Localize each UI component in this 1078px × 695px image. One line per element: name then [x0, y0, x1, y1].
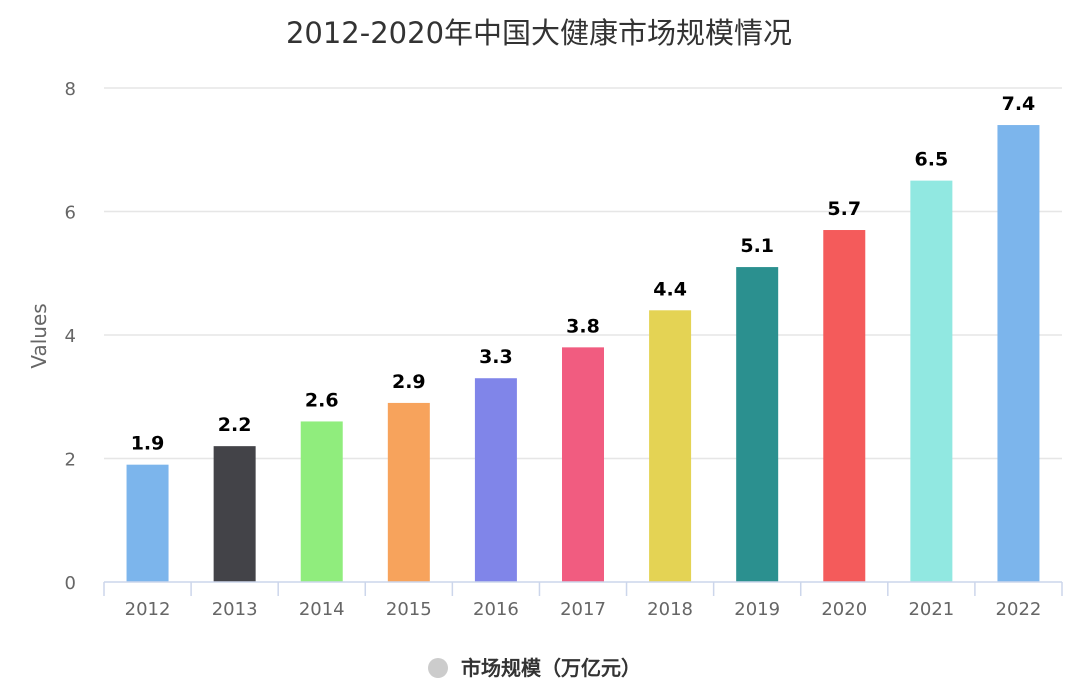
data-label: 3.3: [479, 346, 513, 368]
x-tick-label: 2021: [908, 599, 954, 620]
x-tick-label: 2013: [212, 599, 258, 620]
x-tick-label: 2020: [821, 599, 867, 620]
bar-2020[interactable]: [823, 230, 866, 582]
x-tick-label: 2018: [647, 599, 693, 620]
y-tick-label: 0: [65, 573, 76, 594]
y-axis-label: Values: [27, 303, 51, 368]
x-axis: 2012 2013 2014 2015 2016 2017 2018 2019 2020 2021…: [103, 581, 1063, 620]
bar-2015[interactable]: [387, 402, 430, 582]
x-tick-label: 2012: [125, 599, 171, 620]
x-tick-label: 2017: [560, 599, 606, 620]
y-tick-label: 8: [65, 79, 76, 100]
legend-label[interactable]: 市场规模（万亿元）: [461, 656, 641, 680]
x-tick-label: 2022: [996, 599, 1042, 620]
bar-2016[interactable]: [474, 378, 517, 582]
data-label: 5.1: [740, 235, 774, 257]
legend[interactable]: 市场规模（万亿元）: [428, 656, 641, 680]
bar-2013[interactable]: [213, 446, 256, 582]
x-tick-label: 2016: [473, 599, 519, 620]
x-tick-label: 2014: [299, 599, 345, 620]
bar-2014[interactable]: [300, 421, 343, 582]
y-tick-label: 2: [65, 450, 76, 471]
y-tick-label: 6: [65, 203, 76, 224]
x-tick-label: 2015: [386, 599, 432, 620]
data-label: 2.6: [305, 389, 339, 411]
data-label: 2.9: [392, 371, 426, 393]
y-axis-ticks: 0 2 4 6 8: [65, 79, 76, 594]
x-tick-label: 2019: [734, 599, 780, 620]
data-label: 7.4: [1002, 93, 1036, 115]
bar-2012[interactable]: [126, 464, 169, 582]
bars: 1.9 2.2 2.6 2.9 3.3 3.8 4.4 5.1 5.7 6.5 7.4: [126, 93, 1040, 583]
bar-2018[interactable]: [649, 310, 692, 582]
data-label: 3.8: [566, 315, 600, 337]
bar-2021[interactable]: [910, 180, 953, 582]
legend-marker-icon: [428, 658, 448, 678]
data-label: 5.7: [827, 198, 861, 220]
data-label: 4.4: [653, 278, 687, 300]
bar-2017[interactable]: [562, 347, 604, 582]
data-label: 1.9: [131, 433, 165, 455]
chart-title: 2012-2020年中国大健康市场规模情况: [286, 16, 792, 50]
bar-2019[interactable]: [736, 267, 779, 582]
data-label: 2.2: [218, 414, 252, 436]
data-label: 6.5: [915, 149, 949, 171]
bar-2022[interactable]: [997, 125, 1040, 583]
y-tick-label: 4: [65, 326, 76, 347]
